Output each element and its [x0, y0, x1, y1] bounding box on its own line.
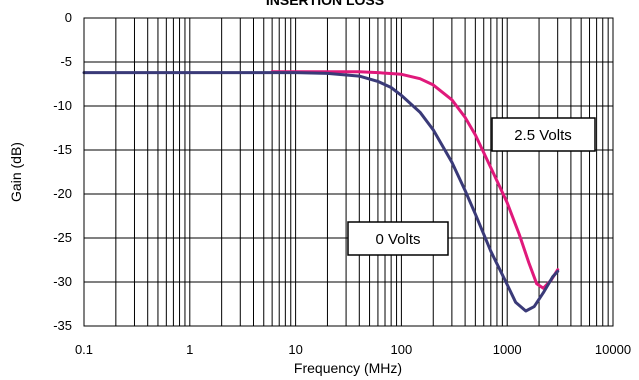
x-tick-label: 1000	[493, 342, 522, 357]
x-tick-label: 0.1	[75, 342, 93, 357]
x-tick-labels: 0.1 1 10 100 1000 10000	[75, 342, 631, 357]
x-tick-label: 10	[288, 342, 302, 357]
y-tick-label: -25	[53, 230, 72, 245]
y-tick-label: -30	[53, 274, 72, 289]
chart-title: INSERTION LOSS	[266, 0, 384, 8]
annotation-box-0-volts	[347, 221, 449, 256]
y-tick-label: -10	[53, 98, 72, 113]
x-axis-label: Frequency (MHz)	[294, 360, 402, 376]
x-tick-label: 1	[186, 342, 193, 357]
y-tick-label: -5	[60, 54, 72, 69]
annotation-box-2-5-volts	[491, 117, 596, 152]
annotation-label-0-volts: 0 Volts	[375, 231, 420, 248]
series-line-1	[82, 71, 560, 313]
y-axis-label: Gain (dB)	[8, 142, 24, 202]
y-tick-label: 0	[65, 10, 72, 25]
annotation-0-volts: 0 Volts	[347, 221, 449, 256]
series-line-0	[270, 70, 560, 290]
annotation-label-2-5-volts: 2.5 Volts	[514, 127, 572, 144]
series-lines	[82, 70, 560, 313]
y-tick-label: -15	[53, 142, 72, 157]
annotation-2-5-volts: 2.5 Volts	[491, 117, 596, 152]
x-tick-label: 10000	[595, 342, 631, 357]
y-tick-label: -35	[53, 318, 72, 333]
plot-frame	[83, 17, 614, 327]
x-tick-label: 100	[391, 342, 413, 357]
y-tick-label: -20	[53, 186, 72, 201]
y-tick-labels: 0 -5 -10 -15 -20 -25 -30 -35	[53, 10, 72, 333]
